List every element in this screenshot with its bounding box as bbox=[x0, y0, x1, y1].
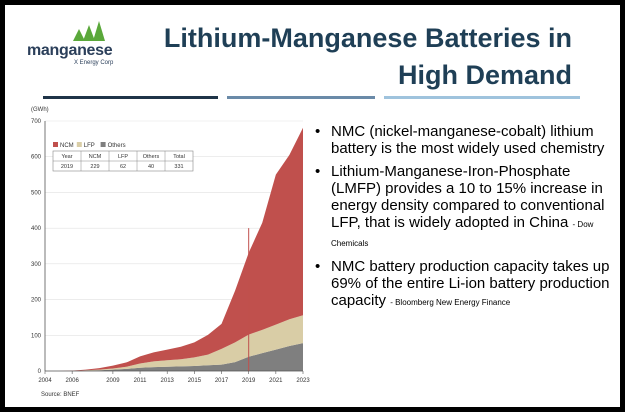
inset-table-header: Year bbox=[61, 154, 72, 160]
inset-table-header: Total bbox=[173, 154, 185, 160]
y-axis-label: (GWh) bbox=[31, 107, 49, 113]
inset-table-cell: 40 bbox=[148, 164, 154, 170]
logo-wordmark: manganese bbox=[27, 42, 113, 59]
area-series-others bbox=[45, 343, 303, 371]
legend-swatch bbox=[53, 142, 58, 147]
slide: manganese X Energy Corp Lithium-Manganes… bbox=[5, 5, 620, 407]
y-tick-label: 500 bbox=[31, 190, 42, 196]
legend-label: Others bbox=[108, 143, 126, 149]
x-tick-label: 2011 bbox=[134, 378, 148, 384]
inset-table-header: LFP bbox=[118, 154, 128, 160]
bullet-list: • NMC (nickel-manganese-cobalt) lithium b… bbox=[313, 123, 613, 317]
x-tick-label: 2013 bbox=[161, 378, 175, 384]
y-tick-label: 300 bbox=[31, 262, 42, 268]
bullet-source: - Bloomberg New Energy Finance bbox=[390, 298, 511, 307]
divider-mid bbox=[227, 96, 375, 99]
inset-table-cell: 331 bbox=[174, 164, 183, 170]
bullet-source: - Dow Chemicals bbox=[331, 220, 594, 248]
slide-title: Lithium-Manganese Batteries in High Dema… bbox=[142, 20, 572, 94]
area-series-ncm bbox=[45, 127, 303, 372]
bullet-text: NMC (nickel-manganese-cobalt) lithium ba… bbox=[331, 123, 605, 157]
inset-table-cell: 2019 bbox=[61, 164, 73, 170]
company-logo: manganese X Energy Corp bbox=[27, 19, 137, 71]
chart-area: 0 100 200 300 400 500 600 700 2004 2006 2009 2011 20… bbox=[15, 103, 315, 403]
inset-table-header: NCM bbox=[89, 154, 102, 160]
x-tick-label: 2023 bbox=[296, 378, 310, 384]
bullet-item: • Lithium-Manganese-Iron-Phosphate (LMFP)… bbox=[315, 163, 605, 248]
legend-label: NCM bbox=[60, 143, 74, 149]
y-tick-label: 700 bbox=[31, 119, 42, 125]
legend-swatch bbox=[100, 142, 106, 147]
x-tick-label: 2009 bbox=[106, 378, 120, 384]
x-tick-label: 2006 bbox=[65, 378, 79, 384]
x-tick-label: 2017 bbox=[215, 378, 229, 384]
chart-source: Source: BNEF bbox=[41, 392, 80, 398]
legend-swatch bbox=[76, 142, 82, 147]
logo-tagline: X Energy Corp bbox=[74, 60, 114, 66]
slide-title-line-1: Lithium-Manganese Batteries in bbox=[163, 23, 572, 53]
capacity-chart: 0 100 200 300 400 500 600 700 2004 2006 2009 2011 20… bbox=[31, 107, 310, 398]
x-tick-label: 2015 bbox=[188, 378, 202, 384]
area-series-lfp bbox=[45, 315, 303, 371]
x-tick-label: 2004 bbox=[38, 378, 52, 384]
inset-table-header: Others bbox=[143, 154, 160, 160]
slide-title-line-2: High Demand bbox=[397, 60, 572, 90]
y-tick-label: 0 bbox=[38, 369, 42, 375]
bullet-item: • NMC (nickel-manganese-cobalt) lithium b… bbox=[315, 123, 605, 157]
y-tick-label: 400 bbox=[31, 226, 42, 232]
y-tick-label: 200 bbox=[31, 298, 42, 304]
divider-dark bbox=[43, 96, 218, 99]
bullet-text: Lithium-Manganese-Iron-Phosphate (LMFP) … bbox=[331, 163, 605, 231]
x-tick-label: 2019 bbox=[242, 378, 256, 384]
inset-table-cell: 229 bbox=[90, 164, 99, 170]
logo-mark-icon bbox=[73, 21, 105, 41]
divider-light bbox=[384, 96, 580, 99]
y-tick-label: 100 bbox=[31, 333, 42, 339]
y-tick-label: 600 bbox=[31, 155, 42, 161]
bullet-text: NMC battery production capacity takes up… bbox=[331, 258, 610, 309]
inset-table-cell: 62 bbox=[120, 164, 126, 170]
x-tick-label: 2021 bbox=[269, 378, 283, 384]
bullet-item: • NMC battery production capacity takes u… bbox=[315, 258, 610, 309]
legend-label: LFP bbox=[84, 143, 95, 149]
